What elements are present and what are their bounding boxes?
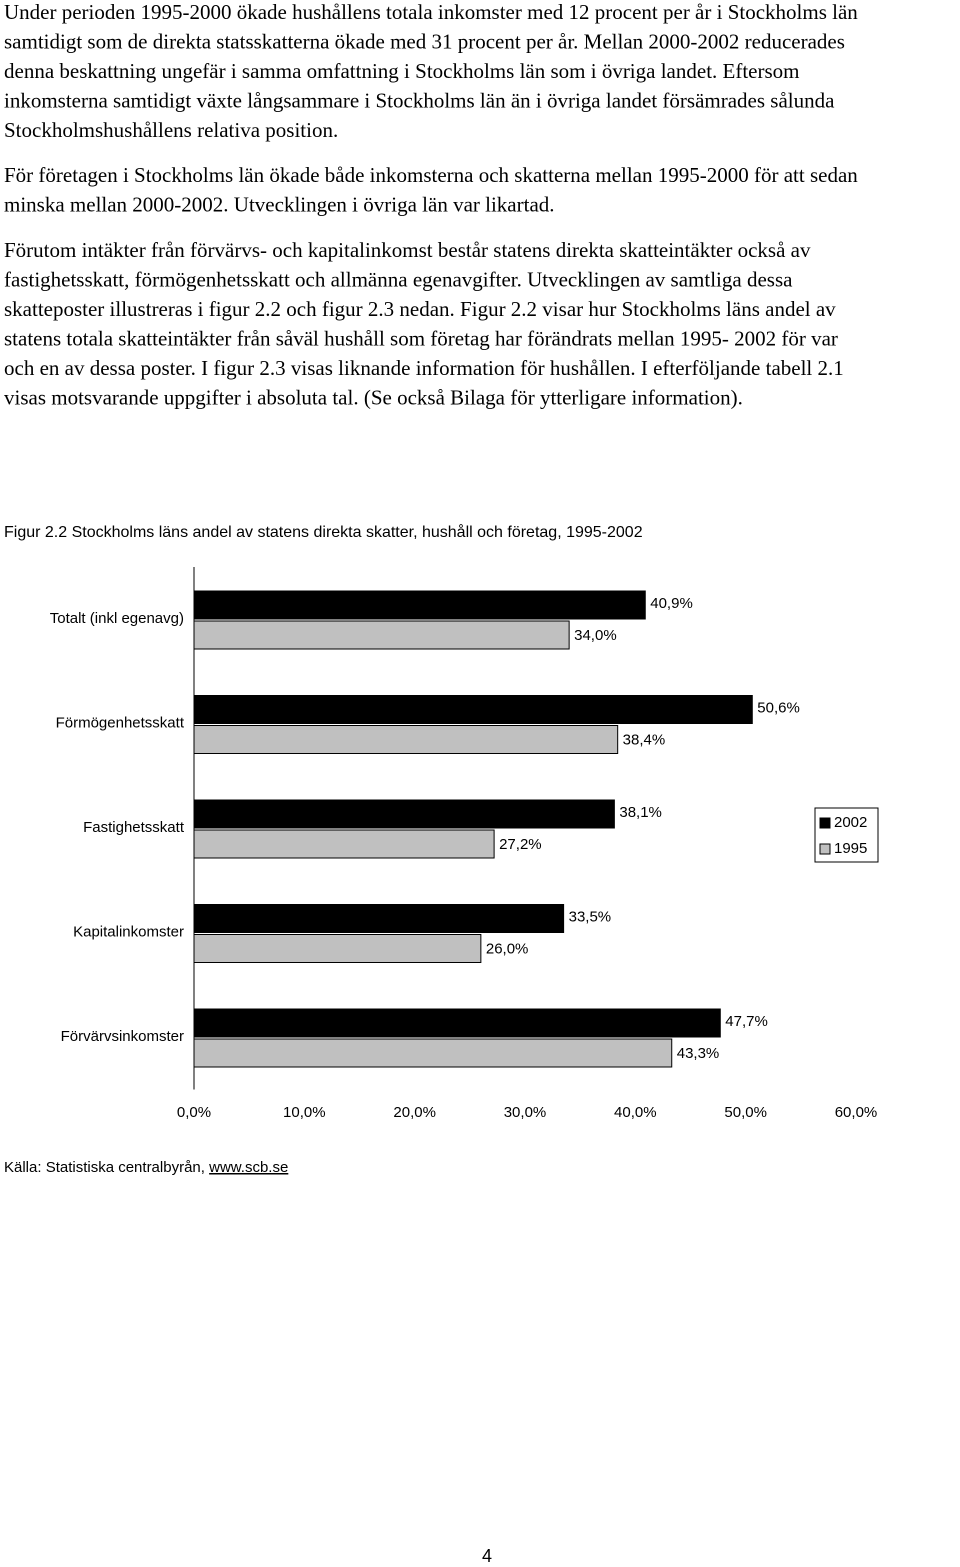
paragraph-line: visas motsvarande uppgifter i absoluta t…: [4, 385, 743, 409]
paragraph-line: denna beskattning ungefär i samma omfatt…: [4, 59, 800, 83]
bar: [193, 1038, 673, 1068]
paragraph-line: Stockholmshushållens relativa position.: [4, 118, 338, 142]
x-tick-label: 40,0%: [614, 1104, 657, 1121]
paragraph-line: samtidigt som de direkta statsskatterna …: [4, 29, 845, 53]
bar: [193, 590, 646, 620]
paragraph-line: inkomsterna samtidigt växte långsammare …: [4, 88, 835, 112]
bar: [193, 829, 495, 859]
value-label: 40,9%: [650, 595, 693, 612]
paragraph-line: och en av dessa poster. I figur 2.3 visa…: [4, 356, 844, 380]
bar: [193, 620, 570, 650]
category-label: Förmögenhetsskatt: [56, 714, 185, 731]
value-label: 27,2%: [499, 836, 542, 853]
category-label: Kapitalinkomster: [73, 923, 184, 940]
source-text: Källa: Statistiska centralbyrån,: [4, 1159, 205, 1176]
value-label: 47,7%: [725, 1013, 768, 1030]
value-label: 43,3%: [677, 1045, 720, 1062]
value-label: 26,0%: [486, 940, 529, 957]
legend-swatch: [819, 817, 831, 829]
bar: [193, 1008, 721, 1038]
value-label: 33,5%: [569, 908, 612, 925]
bar: [193, 695, 753, 724]
bar: [193, 904, 565, 933]
paragraph-line: minska mellan 2000-2002. Utvecklingen i …: [4, 192, 555, 216]
paragraph-line: skatteposter illustreras i figur 2.2 och…: [4, 297, 836, 321]
category-label: Totalt (inkl egenavg): [50, 610, 184, 627]
x-tick-label: 50,0%: [724, 1104, 767, 1121]
x-tick-label: 60,0%: [835, 1104, 878, 1121]
value-label: 50,6%: [757, 699, 800, 716]
figure-caption: Figur 2.2 Stockholms läns andel av state…: [4, 523, 643, 541]
paragraph-line: För företagen i Stockholms län ökade båd…: [4, 163, 858, 187]
value-label: 38,1%: [619, 804, 662, 821]
paragraph-line: fastighetsskatt, förmögenhetsskatt och a…: [4, 267, 793, 291]
source-link[interactable]: www.scb.se: [208, 1159, 288, 1176]
legend-swatch: [819, 843, 831, 855]
category-label: Fastighetsskatt: [83, 819, 185, 836]
paragraph-line: statens totala skatteintäkter från såväl…: [4, 326, 838, 350]
legend-label: 1995: [834, 840, 867, 857]
x-tick-label: 30,0%: [504, 1104, 547, 1121]
category-label: Förvärvsinkomster: [61, 1028, 184, 1045]
source: Källa: Statistiska centralbyrån, www.scb…: [4, 1159, 288, 1176]
bar: [193, 799, 615, 829]
x-tick-label: 10,0%: [283, 1104, 326, 1121]
page-number: 4: [482, 1546, 492, 1566]
paragraph-line: Förutom intäkter från förvärvs- och kapi…: [4, 238, 811, 262]
x-tick-label: 0,0%: [177, 1104, 211, 1121]
value-label: 34,0%: [574, 627, 617, 644]
bar: [193, 725, 619, 754]
bar: [193, 934, 482, 963]
paragraph-line: Under perioden 1995-2000 ökade hushållen…: [4, 0, 858, 24]
legend-label: 2002: [834, 814, 867, 831]
x-tick-label: 20,0%: [393, 1104, 436, 1121]
value-label: 38,4%: [623, 731, 666, 748]
